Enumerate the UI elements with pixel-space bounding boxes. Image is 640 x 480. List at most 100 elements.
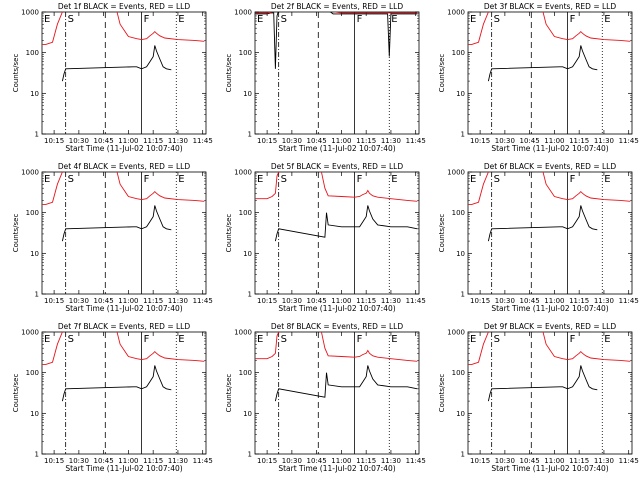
- lld-series-line: [42, 172, 205, 205]
- x-tick-label: 10:45: [94, 137, 114, 145]
- x-tick-label: 11:00: [331, 297, 351, 305]
- plot-panel-8: Det 8f BLACK = Events, RED = LLD 1 10 100 10…: [225, 322, 426, 473]
- plot-frame: [41, 11, 207, 135]
- panel-title: Det 6f BLACK = Events, RED = LLD: [484, 162, 617, 171]
- y-tick-label: 100: [452, 49, 465, 57]
- x-tick-label: 10:45: [307, 457, 327, 465]
- x-tick-label: 11:15: [356, 457, 376, 465]
- y-tick-label: 1: [248, 131, 252, 139]
- plot-panel-5: Det 5f BLACK = Events, RED = LLD 1 10 100 10…: [225, 162, 426, 313]
- y-tick-label: 10: [456, 250, 465, 258]
- y-tick-label: 10: [30, 410, 39, 418]
- x-tick-label: 10:30: [69, 137, 89, 145]
- y-tick-label: 100: [239, 369, 252, 377]
- marker-letter: E: [391, 334, 397, 345]
- marker-letter: E: [604, 174, 610, 185]
- marker-letter: E: [44, 174, 50, 185]
- marker-letter: F: [570, 14, 576, 25]
- y-tick-label: 1000: [21, 169, 39, 177]
- marker-letter: E: [257, 334, 263, 345]
- x-tick-label: 10:30: [69, 457, 89, 465]
- y-tick-label: 10: [243, 410, 252, 418]
- y-axis-label: Counts/sec: [225, 374, 233, 413]
- x-tick-label: 11:45: [406, 137, 426, 145]
- x-tick-label: 11:15: [143, 137, 163, 145]
- marker-letter: F: [570, 174, 576, 185]
- x-tick-label: 11:00: [544, 457, 564, 465]
- x-tick-label: 10:45: [520, 137, 540, 145]
- y-tick-label: 1: [461, 291, 465, 299]
- marker-letter: F: [144, 174, 150, 185]
- lld-series-line: [42, 332, 205, 365]
- x-tick-label: 11:30: [594, 137, 614, 145]
- plot-panel-2: Det 2f BLACK = Events, RED = LLD 1 10 100 10…: [225, 2, 426, 153]
- marker-letter: E: [178, 174, 184, 185]
- plot-frame: [41, 331, 207, 455]
- y-tick-label: 100: [239, 209, 252, 217]
- y-tick-label: 1: [248, 291, 252, 299]
- y-tick-label: 1: [35, 291, 39, 299]
- y-tick-label: 1: [35, 131, 39, 139]
- x-tick-label: 11:15: [143, 457, 163, 465]
- y-tick-label: 1: [461, 451, 465, 459]
- x-tick-label: 11:15: [356, 137, 376, 145]
- lld-series-line: [42, 12, 205, 45]
- marker-letter: E: [44, 14, 50, 25]
- x-tick-label: 11:30: [381, 137, 401, 145]
- x-tick-label: 10:15: [44, 137, 64, 145]
- y-tick-label: 1000: [234, 9, 252, 17]
- lld-series-line: [468, 332, 631, 365]
- x-tick-label: 11:15: [569, 297, 589, 305]
- y-tick-label: 100: [452, 209, 465, 217]
- marker-letter: S: [68, 14, 74, 25]
- plot-frame: [467, 171, 633, 295]
- y-tick-label: 1: [248, 451, 252, 459]
- x-tick-label: 11:45: [193, 457, 213, 465]
- events-series-line: [61, 365, 172, 402]
- x-tick-label: 11:15: [569, 137, 589, 145]
- y-tick-label: 1: [35, 451, 39, 459]
- x-tick-label: 10:30: [495, 137, 515, 145]
- plot-panel-9: Det 9f BLACK = Events, RED = LLD 1 10 100 10…: [438, 322, 639, 473]
- lld-series-line: [255, 332, 418, 362]
- x-tick-label: 10:15: [257, 137, 277, 145]
- x-tick-label: 11:00: [544, 137, 564, 145]
- x-tick-label: 11:00: [118, 137, 138, 145]
- marker-letter: S: [281, 334, 287, 345]
- marker-letter: S: [494, 334, 500, 345]
- marker-letter: E: [178, 334, 184, 345]
- x-tick-label: 11:30: [168, 457, 188, 465]
- y-tick-label: 100: [452, 369, 465, 377]
- y-tick-label: 1000: [447, 329, 465, 337]
- x-tick-label: 11:00: [331, 457, 351, 465]
- marker-letter: E: [604, 14, 610, 25]
- y-axis-label: Counts/sec: [225, 214, 233, 253]
- x-axis-label: Start Time (11-Jul-02 10:07:40): [491, 304, 608, 313]
- y-axis-label: Counts/sec: [12, 214, 20, 253]
- x-tick-label: 11:15: [143, 297, 163, 305]
- marker-letter: E: [391, 14, 397, 25]
- x-tick-label: 11:45: [193, 137, 213, 145]
- x-tick-label: 11:45: [406, 457, 426, 465]
- marker-letter: E: [44, 334, 50, 345]
- marker-letter: E: [257, 14, 263, 25]
- y-tick-label: 1000: [21, 9, 39, 17]
- panel-title: Det 9f BLACK = Events, RED = LLD: [484, 322, 617, 331]
- x-tick-label: 11:00: [331, 137, 351, 145]
- x-tick-label: 11:30: [594, 457, 614, 465]
- plot-panel-7: Det 7f BLACK = Events, RED = LLD 1 10 100 10…: [12, 322, 213, 473]
- panel-title: Det 2f BLACK = Events, RED = LLD: [271, 2, 404, 11]
- x-tick-label: 10:30: [495, 457, 515, 465]
- x-tick-label: 10:30: [282, 457, 302, 465]
- events-series-line: [274, 365, 418, 402]
- x-axis-label: Start Time (11-Jul-02 10:07:40): [491, 464, 608, 473]
- events-series-line: [274, 205, 418, 242]
- x-tick-label: 10:15: [257, 297, 277, 305]
- lld-series-line: [255, 172, 418, 202]
- lld-series-line: [468, 12, 631, 45]
- x-tick-label: 10:45: [307, 137, 327, 145]
- x-tick-label: 10:30: [69, 297, 89, 305]
- plot-frame: [254, 171, 420, 295]
- y-tick-label: 10: [243, 90, 252, 98]
